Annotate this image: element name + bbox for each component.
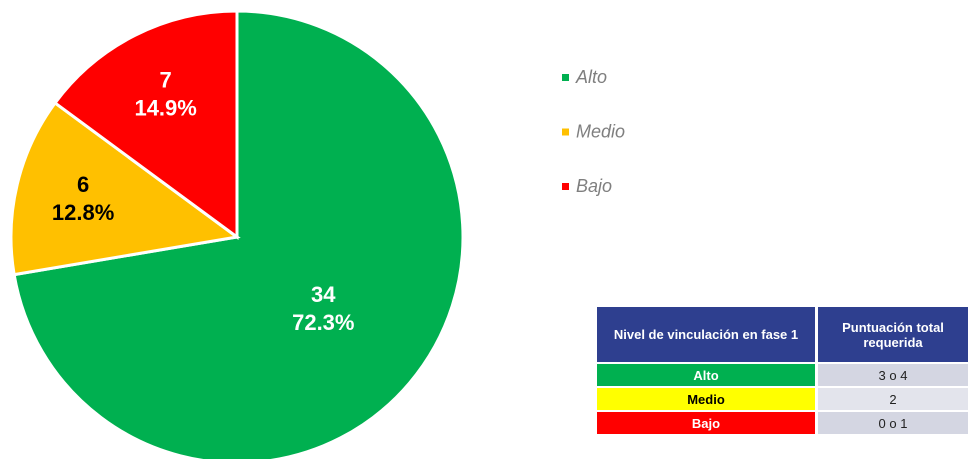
table-cell: 0 o 1 [818, 412, 968, 434]
legend-label: Bajo [576, 176, 612, 196]
pie-slice [9, 100, 241, 277]
legend-label: Medio [576, 121, 625, 141]
pie-slice [52, 9, 239, 240]
table-cell: 3 o 4 [818, 364, 968, 386]
table-cell: 2 [818, 388, 968, 410]
legend-swatch [562, 74, 569, 81]
table-header: Nivel de vinculación en fase 1 [597, 307, 815, 362]
percentage-label: 12.8% [52, 200, 114, 225]
table-cell: Bajo [597, 412, 815, 434]
data-label: 7 [160, 68, 172, 93]
table-cell: Alto [597, 364, 815, 386]
data-label: 34 [311, 282, 336, 307]
percentage-label: 14.9% [134, 96, 196, 121]
data-label: 6 [77, 172, 89, 197]
legend-swatch [562, 183, 569, 190]
table-header: Puntuación total requerida [818, 307, 968, 362]
percentage-label: 72.3% [292, 310, 354, 335]
legend-swatch [562, 128, 569, 136]
legend-label: Alto [575, 67, 607, 87]
legend-table: Nivel de vinculación en fase 1 Puntuació… [594, 305, 968, 436]
pie-slice [12, 9, 465, 459]
table-cell: Medio [597, 388, 815, 410]
